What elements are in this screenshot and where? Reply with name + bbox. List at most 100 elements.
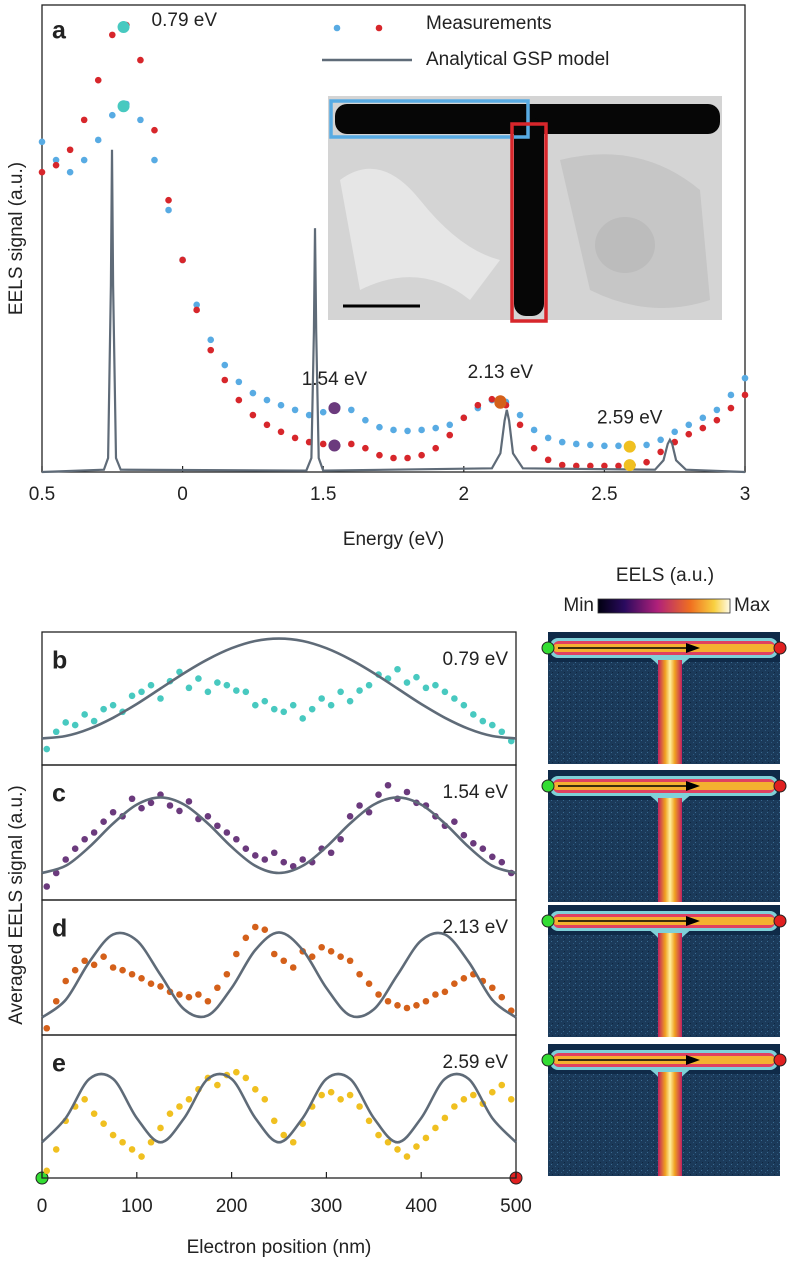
data-point [71, 721, 79, 729]
data-point [460, 414, 468, 422]
data-point [441, 688, 449, 696]
data-point [327, 1088, 335, 1096]
data-point [489, 853, 496, 861]
data-point [337, 1096, 344, 1103]
data-point [242, 934, 250, 942]
data-point [128, 692, 136, 700]
data-point [52, 728, 60, 736]
data-point [432, 991, 439, 998]
data-point [413, 1002, 420, 1009]
data-point [151, 156, 158, 164]
data-point [221, 361, 229, 369]
model-line [41, 637, 517, 740]
data-point [375, 791, 382, 798]
data-point [727, 391, 735, 399]
data-point [346, 957, 354, 965]
peak-marker [494, 396, 507, 409]
data-point [390, 426, 397, 434]
data-point [643, 441, 650, 449]
data-point [280, 858, 288, 866]
data-point [699, 414, 707, 422]
data-point [558, 461, 566, 469]
data-point [643, 458, 650, 466]
data-point [685, 421, 693, 429]
data-point [261, 926, 269, 933]
data-point [176, 1103, 183, 1110]
data-point [479, 717, 487, 725]
data-point [43, 1167, 51, 1175]
data-point [727, 404, 735, 412]
data-point [470, 840, 477, 847]
data-point [280, 1131, 288, 1139]
data-point [252, 923, 259, 931]
data-point [318, 695, 325, 702]
data-point [498, 1081, 506, 1089]
data-point [157, 1124, 164, 1132]
data-point [94, 136, 102, 144]
data-point [365, 1117, 373, 1125]
data-point [327, 701, 335, 709]
data-point [204, 688, 212, 696]
data-point [346, 1091, 354, 1099]
data-point [530, 444, 538, 452]
data-point [235, 396, 243, 404]
data-point [319, 440, 327, 448]
data-point [43, 883, 51, 890]
data-point [319, 408, 327, 416]
data-point [432, 424, 439, 432]
data-point [299, 856, 307, 863]
data-point [52, 1146, 60, 1153]
colorbar-min: Min [563, 595, 594, 616]
data-point [394, 665, 401, 673]
peak-label: 0.79 eV [152, 10, 218, 31]
data-point [572, 462, 580, 470]
data-point [242, 688, 250, 696]
data-point [165, 206, 172, 214]
data-point [137, 116, 144, 124]
peak-label: 2.13 eV [468, 362, 534, 383]
x-tick-label: 3 [740, 484, 751, 505]
data-point [176, 991, 183, 998]
peak-marker [623, 459, 636, 472]
data-point [62, 977, 69, 985]
data-point [289, 964, 297, 971]
data-point [356, 687, 363, 694]
data-point [346, 813, 354, 820]
y-axis-label: EELS signal (a.u.) [6, 162, 27, 315]
data-point [185, 993, 193, 1001]
eels-map [541, 904, 787, 1038]
data-point [441, 988, 449, 996]
data-point [147, 1138, 155, 1146]
data-point [432, 681, 439, 689]
legend-label: Analytical GSP model [426, 49, 609, 70]
data-point [741, 374, 749, 382]
data-point [356, 802, 363, 809]
x-axis-label: Electron position (nm) [187, 1237, 372, 1258]
data-point [252, 701, 259, 709]
data-point [119, 1138, 126, 1146]
x-tick-label: 300 [311, 1196, 343, 1217]
data-point [544, 456, 552, 464]
data-point [233, 835, 240, 843]
data-point [327, 948, 335, 955]
x-tick-label: 0 [177, 484, 188, 505]
data-point [498, 728, 506, 736]
data-point [601, 462, 608, 470]
data-point [685, 430, 693, 438]
data-point [404, 427, 411, 435]
data-point [157, 695, 164, 702]
data-point [43, 1024, 51, 1032]
data-point [460, 701, 468, 709]
data-point [441, 1114, 449, 1122]
data-point [166, 1110, 174, 1117]
data-point [109, 808, 117, 816]
data-point [261, 697, 269, 705]
data-point [460, 831, 468, 839]
data-point [451, 1103, 458, 1110]
data-point [223, 829, 231, 836]
data-point [418, 426, 425, 434]
data-point [489, 1088, 496, 1096]
data-point [263, 421, 271, 429]
data-point [166, 802, 174, 809]
